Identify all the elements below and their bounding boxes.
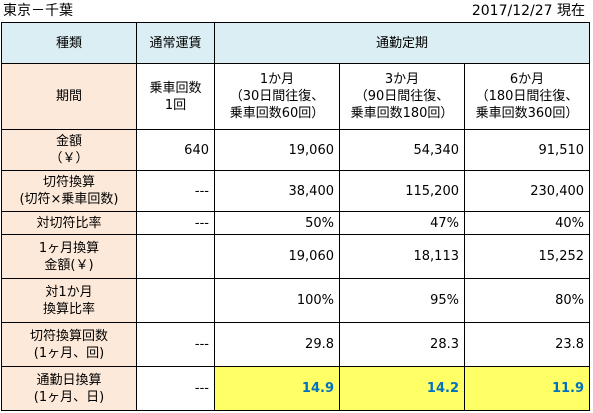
cell-6month: 40% — [463, 211, 591, 235]
as-of-date: 2017/12/27 現在 — [471, 3, 585, 19]
row-label: 金額 （￥） — [1, 129, 137, 171]
cell-regular: --- — [136, 170, 215, 212]
period-3month-line: 乗車回数180回） — [350, 106, 454, 121]
row-label: 対切符比率 — [1, 211, 137, 235]
period-1month-line: （30日間往復、 — [229, 89, 325, 104]
period-6month: 6か月 （180日間往復、 乗車回数360回） — [463, 63, 591, 130]
row-label-line: 通勤日換算 — [36, 372, 102, 388]
cell-regular: 640 — [136, 129, 215, 171]
header-commuter-pass: 通勤定期 — [213, 22, 591, 64]
fare-comparison-table: 種類 通常運賃 通勤定期 期間 乗車回数 1回 1か月 （30日間往復、 乗車回… — [1, 22, 591, 411]
cell-6month-highlight: 11.9 — [463, 366, 591, 411]
row-label-line: 換算比率 — [42, 301, 95, 317]
cell-1month: 29.8 — [214, 322, 340, 367]
row-label: 1ヶ月換算 金額(￥) — [1, 234, 137, 279]
row-label-line: (1ヶ月、回) — [33, 345, 105, 361]
cell-3month: 115,200 — [339, 170, 465, 212]
period-1month-line: 乗車回数60回） — [229, 106, 325, 121]
period-6month-line: 6か月 — [509, 72, 545, 87]
cell-regular: --- — [136, 322, 215, 367]
table-row: 1ヶ月換算 金額(￥) 19,060 18,113 15,252 — [1, 234, 591, 279]
period-3month-line: （90日間往復、 — [354, 89, 450, 104]
row-label-line: 切符換算回数 — [29, 328, 108, 344]
row-label: 切符換算 (切符×乗車回数) — [1, 170, 137, 212]
cell-6month: 91,510 — [463, 129, 591, 171]
cell-regular — [136, 278, 215, 323]
cell-6month: 15,252 — [463, 234, 591, 279]
period-regular-line: 乗車回数 — [149, 80, 202, 96]
row-label-line: 金額 — [55, 134, 82, 149]
header-kind: 種類 — [1, 22, 137, 64]
cell-regular: --- — [136, 366, 215, 411]
cell-3month: 54,340 — [339, 129, 465, 171]
table-row: 切符換算回数 (1ヶ月、回) --- 29.8 28.3 23.8 — [1, 322, 591, 367]
cell-1month: 100% — [214, 278, 340, 323]
row-label-line: (1ヶ月、日) — [33, 389, 105, 405]
cell-3month: 18,113 — [339, 234, 465, 279]
cell-6month: 230,400 — [463, 170, 591, 212]
row-label: 対1か月 換算比率 — [1, 278, 137, 323]
row-label: 切符換算回数 (1ヶ月、回) — [1, 322, 137, 367]
period-1month: 1か月 （30日間往復、 乗車回数60回） — [214, 63, 340, 130]
cell-1month: 19,060 — [214, 129, 340, 171]
cell-6month: 23.8 — [463, 322, 591, 367]
row-label-line: （￥） — [49, 151, 89, 166]
period-3month: 3か月 （90日間往復、 乗車回数180回） — [339, 63, 465, 130]
period-row: 期間 乗車回数 1回 1か月 （30日間往復、 乗車回数60回） 3か月 （90… — [1, 63, 591, 130]
table-row: 通勤日換算 (1ヶ月、日) --- 14.9 14.2 11.9 — [1, 366, 591, 411]
row-label-line: 1ヶ月換算 — [38, 240, 100, 256]
table-row: 金額 （￥） 640 19,060 54,340 91,510 — [1, 129, 591, 171]
route-title: 東京－千葉 — [3, 3, 73, 19]
cell-3month: 95% — [339, 278, 465, 323]
period-regular-line: 1回 — [164, 97, 187, 113]
cell-1month: 38,400 — [214, 170, 340, 212]
table-row: 対1か月 換算比率 100% 95% 80% — [1, 278, 591, 323]
cell-regular — [136, 234, 215, 279]
cell-3month-highlight: 14.2 — [339, 366, 465, 411]
header-row: 種類 通常運賃 通勤定期 — [1, 22, 591, 64]
cell-regular: --- — [136, 211, 215, 235]
row-label-line: 金額(￥) — [44, 257, 94, 273]
period-label: 期間 — [1, 63, 137, 130]
period-regular: 乗車回数 1回 — [136, 63, 215, 130]
period-6month-line: 乗車回数360回） — [475, 106, 579, 121]
header-regular-fare: 通常運賃 — [136, 22, 215, 64]
period-6month-line: （180日間往復、 — [475, 89, 579, 104]
table-row: 対切符比率 --- 50% 47% 40% — [1, 211, 591, 235]
cell-1month: 19,060 — [214, 234, 340, 279]
period-1month-line: 1か月 — [259, 72, 295, 87]
cell-3month: 47% — [339, 211, 465, 235]
row-label-line: (切符×乗車回数) — [19, 192, 119, 207]
row-label-line: 対1か月 — [45, 284, 93, 300]
cell-1month: 50% — [214, 211, 340, 235]
table-row: 切符換算 (切符×乗車回数) --- 38,400 115,200 230,40… — [1, 170, 591, 212]
cell-6month: 80% — [463, 278, 591, 323]
cell-3month: 28.3 — [339, 322, 465, 367]
row-label: 通勤日換算 (1ヶ月、日) — [1, 366, 137, 411]
period-3month-line: 3か月 — [384, 72, 420, 87]
cell-1month-highlight: 14.9 — [214, 366, 340, 411]
row-label-line: 切符換算 — [42, 175, 95, 190]
